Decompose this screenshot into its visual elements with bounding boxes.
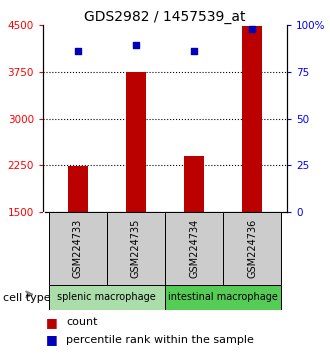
Point — [133, 42, 139, 48]
Text: GSM224736: GSM224736 — [247, 219, 257, 278]
Text: count: count — [66, 317, 97, 327]
Bar — [184, 156, 204, 212]
Point — [249, 26, 255, 32]
Title: GDS2982 / 1457539_at: GDS2982 / 1457539_at — [84, 10, 246, 24]
Text: GSM224734: GSM224734 — [189, 219, 199, 278]
Bar — [165, 285, 281, 310]
Bar — [165, 212, 223, 285]
Text: GSM224733: GSM224733 — [73, 219, 83, 278]
Text: ■: ■ — [46, 333, 58, 346]
Point — [191, 48, 197, 54]
Bar — [126, 72, 146, 212]
Point — [75, 48, 81, 54]
Bar — [223, 212, 281, 285]
Bar — [107, 212, 165, 285]
Text: cell type: cell type — [3, 293, 51, 303]
Text: percentile rank within the sample: percentile rank within the sample — [66, 335, 254, 345]
Text: ■: ■ — [46, 316, 58, 329]
Bar — [49, 212, 107, 285]
Text: intestinal macrophage: intestinal macrophage — [168, 292, 278, 302]
Bar — [242, 26, 262, 212]
Bar — [49, 285, 165, 310]
Text: GSM224735: GSM224735 — [131, 219, 141, 278]
Bar — [68, 166, 88, 212]
Text: splenic macrophage: splenic macrophage — [57, 292, 156, 302]
